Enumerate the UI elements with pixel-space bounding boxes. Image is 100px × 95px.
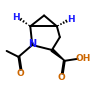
- Text: H: H: [67, 15, 75, 24]
- Text: O: O: [57, 73, 65, 82]
- Text: H: H: [12, 13, 20, 22]
- Text: O: O: [17, 69, 24, 78]
- Polygon shape: [51, 49, 65, 61]
- Text: OH: OH: [75, 54, 91, 63]
- Text: N: N: [28, 39, 36, 49]
